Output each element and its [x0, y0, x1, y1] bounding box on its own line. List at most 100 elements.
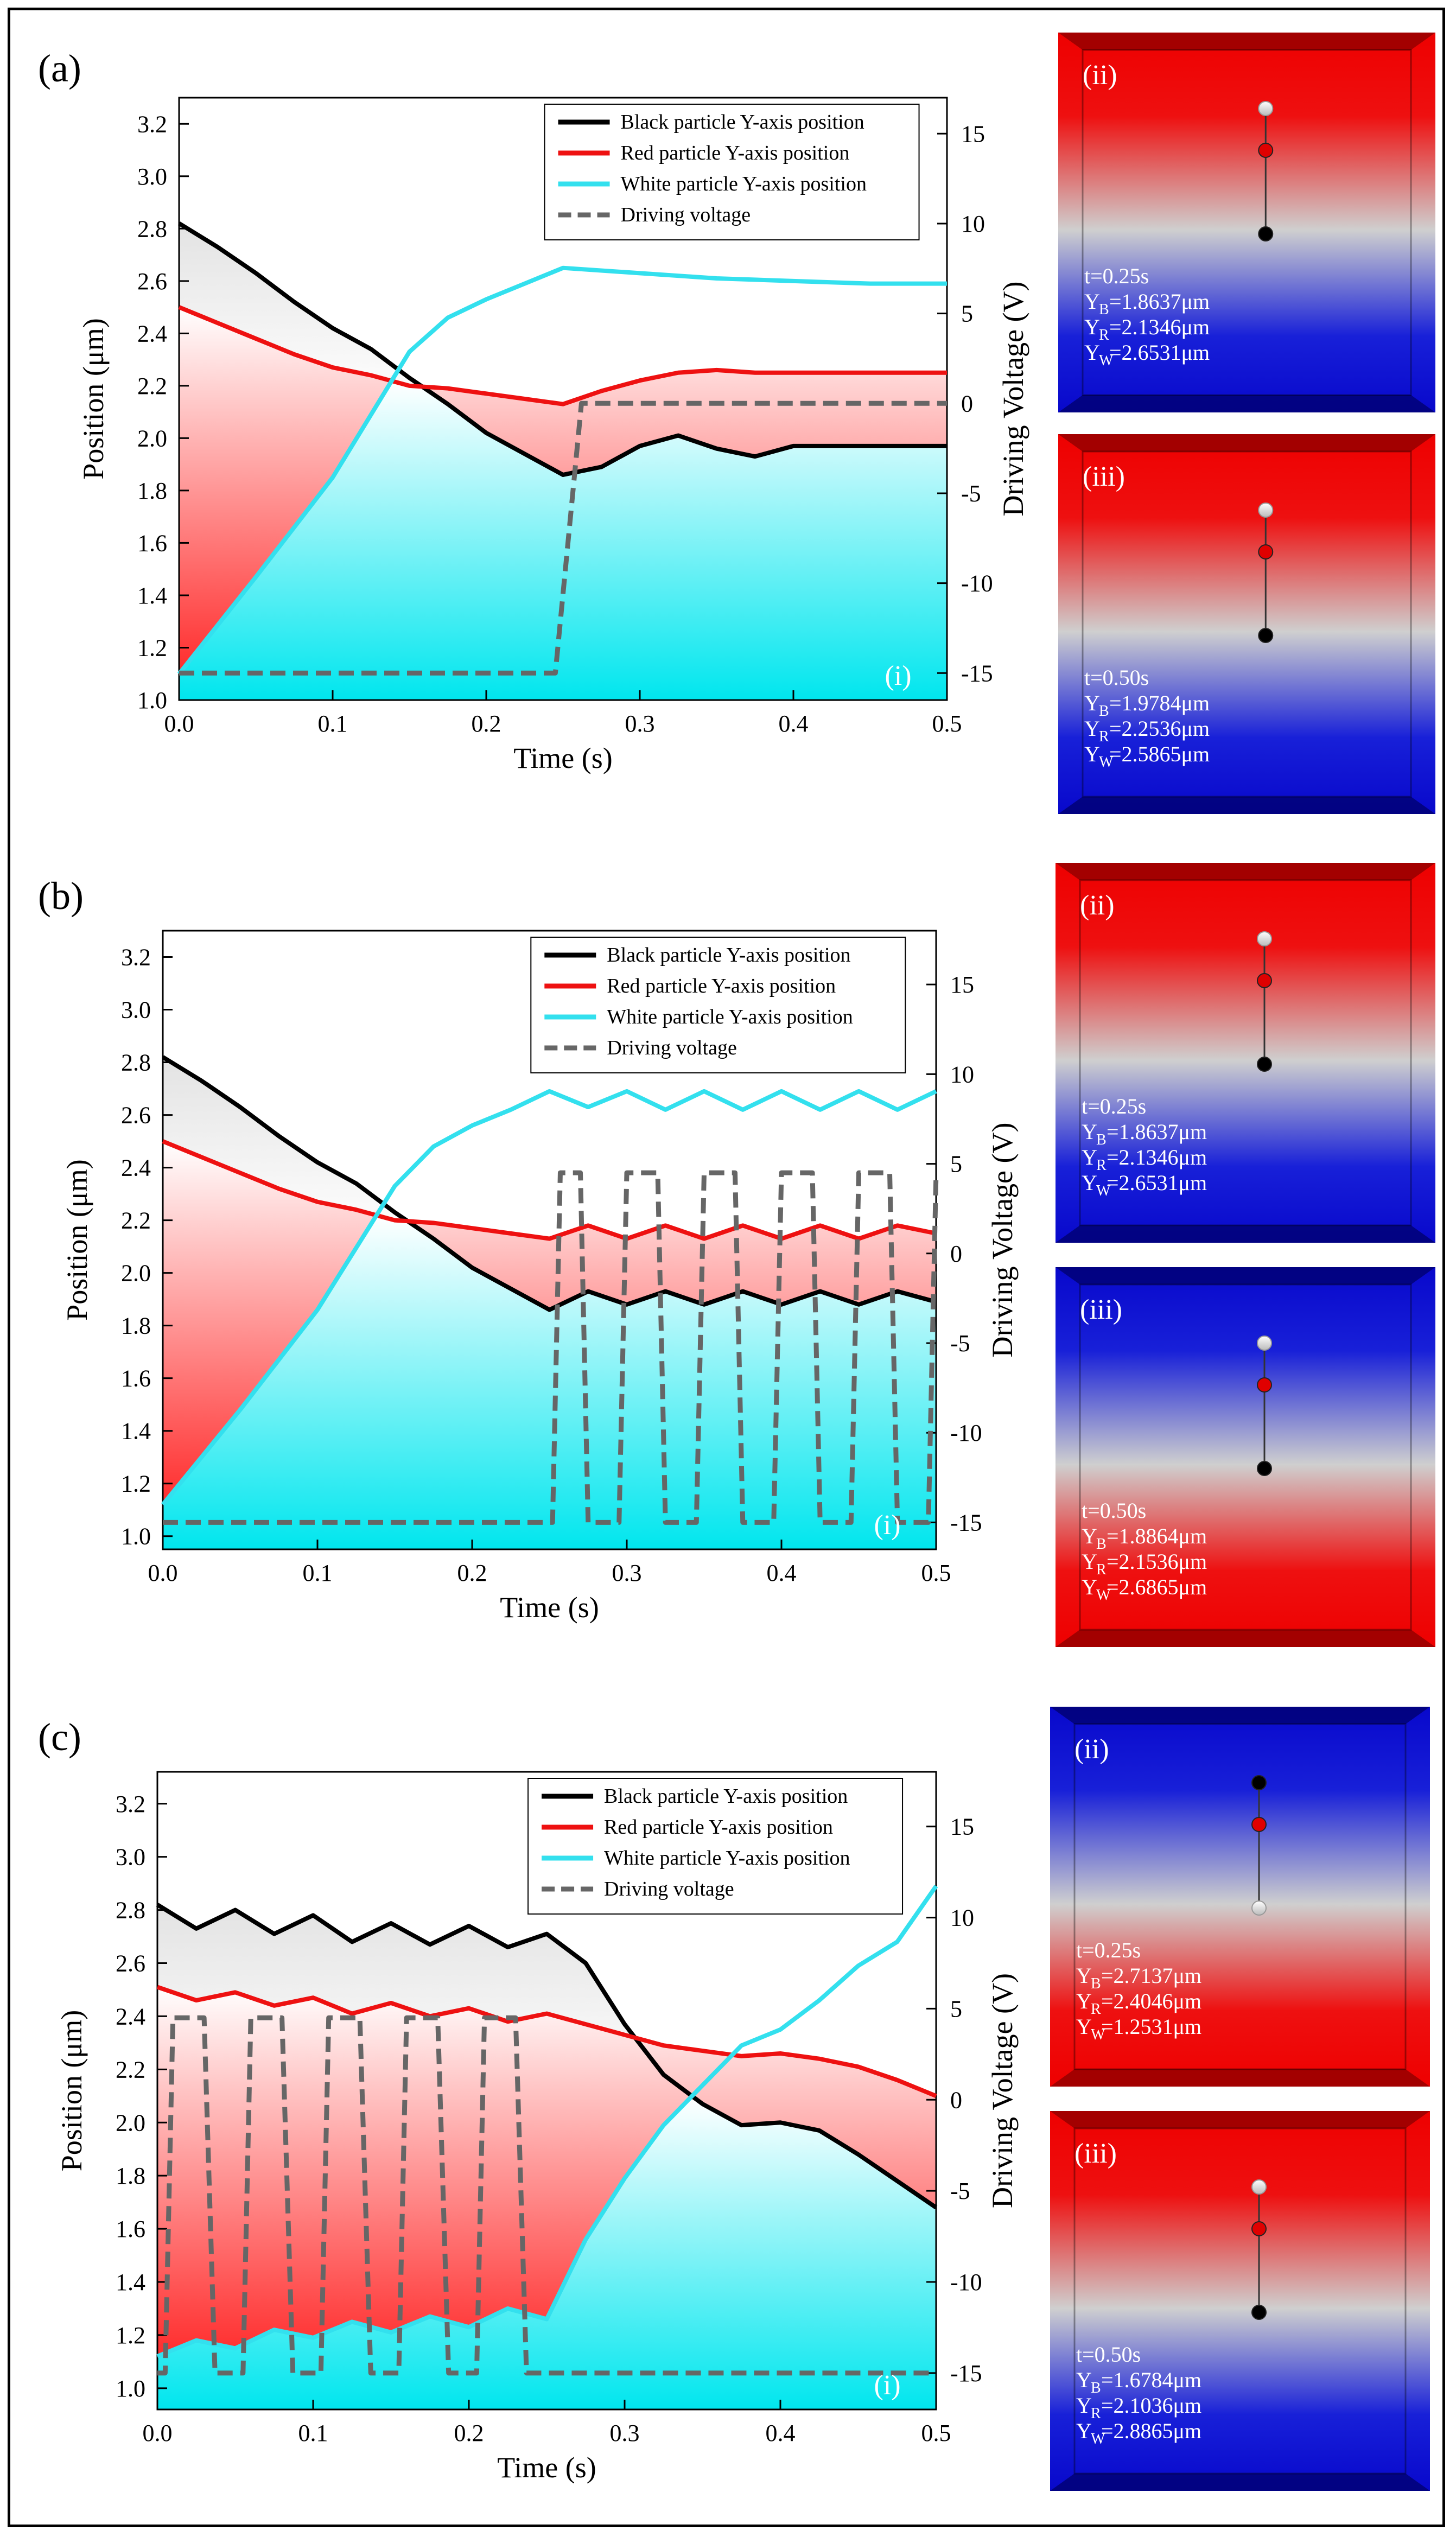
snapshot-bottom-edge	[1056, 1630, 1435, 1647]
fill-red-band	[163, 1141, 936, 1505]
snapshot-yw-symbol: Y	[1076, 2419, 1092, 2443]
y2-axis-label: Driving Voltage (V)	[986, 1973, 1019, 2208]
snapshot-yb-value: =2.7137μm	[1101, 1963, 1201, 1988]
snapshot-yr-symbol: Y	[1084, 315, 1100, 339]
snapshot-yb-subscript: B	[1091, 2380, 1101, 2396]
inset-label: (i)	[874, 2370, 900, 2401]
snapshot-yb-symbol: Y	[1082, 1524, 1097, 1548]
snapshot-yr-subscript: R	[1099, 728, 1109, 745]
snapshot-yw-symbol: Y	[1076, 2014, 1092, 2039]
x-tick-label: 0.4	[779, 710, 809, 737]
particle-red	[1258, 143, 1274, 158]
snapshot-yb-symbol: Y	[1076, 1963, 1092, 1988]
y2-axis-label: Driving Voltage (V)	[997, 282, 1029, 517]
snapshot-yr-value: =2.2536μm	[1109, 716, 1210, 741]
particle-red	[1258, 544, 1274, 559]
snapshot-yw-value: =2.6531μm	[1107, 1171, 1207, 1195]
plot-frame	[156, 1771, 937, 2411]
legend-label: Red particle Y-axis position	[607, 975, 836, 997]
snapshot-yr-value: =2.1536μm	[1107, 1549, 1207, 1574]
snapshot-yb-value: =1.8637μm	[1109, 289, 1210, 314]
x-axis-label: Time (s)	[497, 2451, 596, 2484]
x-tick-label: 0.3	[610, 2420, 640, 2446]
legend-label: Black particle Y-axis position	[604, 1785, 848, 1808]
snapshot-yb-subscript: B	[1096, 1536, 1107, 1553]
x-tick-label: 0.4	[766, 2420, 796, 2446]
y-axis-label: Position (μm)	[77, 318, 110, 479]
y-tick-label: 3.0	[116, 1844, 145, 1871]
chart-panel-c: 0.0 0.1 0.2 0.3 0.4 0.5 1.0 1.2 1.4 1.6 1.8 2.0 2.2 2…	[55, 1771, 1019, 2484]
snapshot-top-edge	[1058, 33, 1435, 50]
snapshot-yr-value: =2.1346μm	[1107, 1145, 1207, 1169]
snapshot-yb-symbol: Y	[1084, 691, 1100, 715]
x-tick-label: 0.1	[303, 1560, 333, 1586]
particle-red	[1251, 2221, 1267, 2236]
legend-label: Driving voltage	[621, 204, 751, 226]
y-tick-label: 2.0	[137, 425, 167, 452]
y2-tick-label: 10	[961, 211, 985, 237]
y2-tick-label: 0	[950, 1241, 962, 1267]
x-tick-label: 0.0	[143, 2420, 173, 2446]
y2-tick-label: 15	[961, 120, 985, 147]
y-tick-label: 3.2	[116, 1791, 145, 1817]
y-tick-label: 1.8	[137, 478, 167, 504]
y-tick-label: 1.6	[121, 1365, 151, 1392]
x-tick-label: 0.1	[318, 710, 348, 737]
y2-tick-label: 0	[961, 390, 973, 417]
legend-label: Driving voltage	[607, 1037, 737, 1059]
snapshot-label: (ii)	[1080, 890, 1115, 921]
snapshot-yr-value: =2.4046μm	[1101, 1989, 1201, 2013]
snapshot-time: t=0.25s	[1084, 264, 1149, 288]
x-tick-label: 0.2	[454, 2420, 484, 2446]
snapshot-yw-subscript: W	[1096, 1587, 1111, 1604]
particle-black	[1258, 628, 1274, 643]
snapshot-yw-subscript: W	[1091, 2431, 1105, 2447]
particle-black	[1251, 1775, 1267, 1790]
snapshot-label: (ii)	[1074, 1734, 1109, 1765]
snapshot-yb-symbol: Y	[1076, 2368, 1092, 2392]
particle-black	[1258, 226, 1274, 241]
y-tick-label: 2.4	[116, 2003, 145, 2030]
snapshot-bottom-edge	[1058, 395, 1435, 412]
y2-tick-label: -5	[950, 1330, 970, 1357]
y2-tick-label: -15	[950, 2360, 982, 2387]
snapshot-yw-value: =2.8865μm	[1101, 2419, 1201, 2443]
y-tick-label: 2.0	[121, 1260, 151, 1287]
snapshot-label: (ii)	[1083, 60, 1117, 91]
fill-cyan-band	[179, 382, 947, 700]
snapshot-bg	[1058, 434, 1435, 814]
snapshot-yb-value: =1.8637μm	[1107, 1120, 1207, 1144]
y-tick-label: 1.6	[137, 530, 167, 556]
panel-label: (b)	[38, 874, 84, 918]
series-line-black	[161, 1055, 937, 1312]
snapshot-top-edge	[1056, 1267, 1435, 1285]
snapshot-top-edge	[1050, 1707, 1430, 1724]
snapshot-inner-frame	[1082, 450, 1412, 798]
x-tick-label: 0.2	[457, 1560, 487, 1586]
snapshot-yb-subscript: B	[1099, 703, 1109, 720]
snapshot-inner-frame	[1082, 49, 1412, 396]
snapshot-yb-subscript: B	[1091, 1975, 1101, 1992]
series-line-white	[156, 1885, 938, 2358]
y2-tick-label: 15	[950, 1814, 974, 1840]
snapshot-yr-symbol: Y	[1082, 1549, 1097, 1574]
snapshot-bg	[1050, 2111, 1430, 2491]
y-tick-label: 2.2	[137, 373, 167, 399]
snapshot-inner-frame	[1079, 1283, 1412, 1631]
snapshot-top-edge	[1056, 863, 1435, 880]
chart-panel-b: 0.0 0.1 0.2 0.3 0.4 0.5 1.0 1.2 1.4 1.6 1.8 2.0 2.2 2…	[61, 930, 1019, 1624]
snapshot-yw-symbol: Y	[1084, 340, 1100, 365]
y-tick-label: 2.2	[116, 2056, 145, 2083]
series-line-red	[178, 305, 947, 406]
inset-label: (i)	[885, 660, 911, 691]
snapshot-yw-symbol: Y	[1082, 1171, 1097, 1195]
snapshot-label: (iii)	[1080, 1294, 1122, 1325]
fill-cyan-band	[157, 2099, 936, 2409]
y-tick-label: 3.2	[137, 111, 167, 137]
particle-red	[1257, 1377, 1272, 1393]
